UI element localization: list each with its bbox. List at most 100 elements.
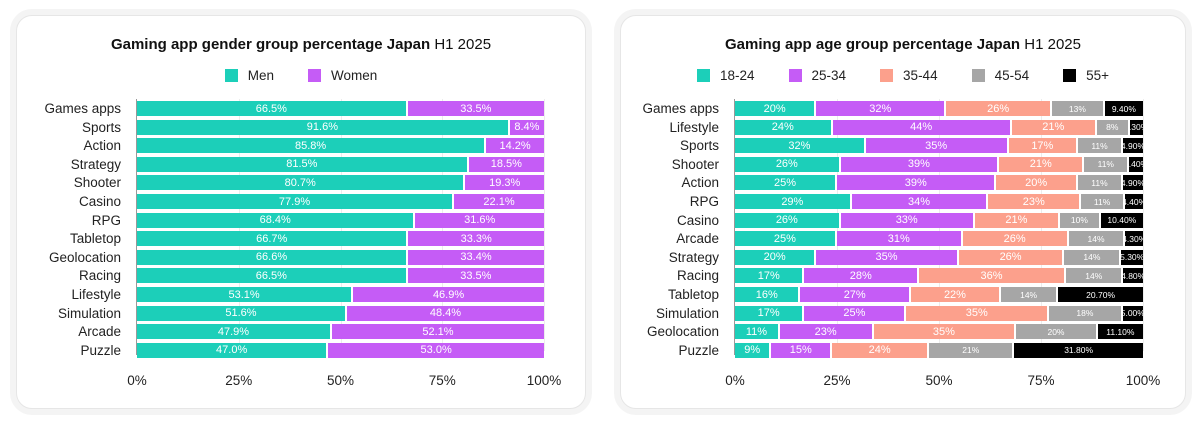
category-label: Games apps	[44, 101, 121, 116]
legend-item: 55+	[1063, 68, 1109, 83]
y-axis-line	[136, 99, 137, 355]
bar-row: 24%44%21%8%3.30%	[735, 119, 1143, 135]
bar-segment-55-: 3.30%	[1129, 119, 1143, 135]
bar-row: 32%35%17%11%4.90%	[735, 138, 1143, 154]
bar-segment-men: 53.1%	[137, 287, 354, 302]
bar-segment-18-24: 25%	[735, 231, 837, 247]
category-label: Strategy	[70, 156, 121, 172]
bar-segment-men: 66.5%	[137, 101, 408, 116]
bar-row: 20% 32% 26% 13% 9.40%	[735, 101, 1143, 116]
bar-segment-35-44: 24%	[832, 342, 930, 358]
x-tick-label: 50%	[326, 373, 355, 388]
category-label: Puzzle	[678, 342, 719, 358]
legend-label: Women	[330, 68, 378, 83]
bar-segment-women: 18.5%	[468, 156, 544, 172]
bar-segment-women: 33.4%	[408, 249, 544, 265]
x-tick-label: 50%	[925, 373, 953, 388]
bar-segment-55-: 31.80%	[1014, 342, 1143, 358]
bar-row: 25%39%20%11%4.90%	[735, 175, 1143, 191]
legend-swatch	[224, 69, 238, 82]
x-tick-label: 0%	[725, 373, 745, 388]
bar-segment-45-54: 13%	[1051, 101, 1105, 116]
bar-row: 16% 27% 22% 14% 20.70%	[735, 287, 1143, 302]
title-period: H1 2025	[1024, 36, 1081, 53]
bar-segment-women: 8.4%	[509, 119, 544, 135]
x-tick-label: 100%	[1125, 373, 1161, 388]
legend-item: 25-34	[788, 68, 847, 83]
bar-row: 17%25%35%18%5.00%	[735, 305, 1143, 321]
gridline	[1143, 99, 1144, 351]
bar-row: 66.5% 33.5%	[137, 101, 544, 116]
bar-segment-men: 81.5%	[137, 156, 469, 172]
bar-segment-men: 77.9%	[137, 194, 455, 209]
category-label: Casino	[676, 212, 719, 228]
bar-row: 77.9% 22.1%	[137, 194, 544, 209]
chart-title: Gaming app age group percentage Japan H1…	[621, 36, 1185, 53]
bar-row: 47.0% 53.0%	[137, 342, 544, 358]
legend-item: 45-54	[971, 68, 1029, 83]
bar-segment-25-34: 28%	[804, 268, 919, 284]
bar-segment-55-: 5.30%	[1121, 249, 1143, 265]
bar-segment-45-54: 10%	[1060, 212, 1101, 228]
bar-segment-55-: 4.80%	[1123, 268, 1143, 284]
bar-row: 51.6% 48.4%	[137, 305, 544, 321]
bar-segment-women: 48.4%	[347, 305, 544, 321]
plot-area: Games apps 20% 32% 26% 13% 9.40% Lifestyle 24% 4…	[642, 99, 1160, 388]
bar-segment-25-34: 39%	[840, 156, 1000, 172]
legend-label: Men	[247, 68, 274, 83]
bar-segment-35-44: 21%	[999, 156, 1085, 172]
bar-segment-18-24: 29%	[735, 194, 852, 209]
bar-segment-18-24: 24%	[735, 119, 833, 135]
bar-segment-45-54: 11%	[1081, 194, 1126, 209]
legend-swatch	[880, 69, 894, 82]
chart-title: Gaming app gender group percentage Japan…	[17, 36, 585, 53]
bar-segment-55-: 4.40%	[1125, 194, 1143, 209]
bar-row: 91.6% 8.4%	[137, 119, 544, 135]
bar-row: 26% 33% 21% 10% 10.40%	[735, 212, 1143, 228]
bar-segment-25-34: 23%	[779, 324, 874, 340]
bar-segment-25-34: 39%	[837, 175, 997, 191]
x-tick-label: 0%	[127, 373, 147, 388]
x-tick-label: 25%	[823, 373, 851, 388]
bar-segment-55-: 11.10%	[1097, 324, 1143, 340]
category-label: Tabletop	[69, 231, 121, 247]
category-label: Sports	[81, 119, 121, 135]
category-label: Shooter	[671, 156, 719, 172]
bar-segment-55-: 20.70%	[1058, 287, 1143, 302]
gender-chart-card: Gaming app gender group percentage Japan…	[16, 15, 586, 409]
bar-segment-18-24: 17%	[735, 268, 805, 284]
legend-item: Women	[307, 68, 378, 83]
bar-segment-25-34: 34%	[851, 194, 989, 209]
category-label: Arcade	[78, 324, 121, 340]
bar-segment-men: 51.6%	[137, 305, 347, 321]
category-label: Simulation	[655, 305, 719, 321]
x-tick-label: 75%	[1027, 373, 1055, 388]
title-main: Gaming app age group percentage Japan	[725, 36, 1021, 53]
bar-segment-25-34: 31%	[836, 231, 963, 247]
legend-swatch	[1063, 69, 1077, 82]
bar-segment-women: 33.5%	[407, 268, 544, 284]
legend-item: 18-24	[696, 68, 755, 83]
legend-swatch	[307, 69, 321, 82]
legend-swatch	[696, 69, 710, 82]
bar-segment-35-44: 26%	[958, 249, 1065, 265]
bar-segment-18-24: 26%	[735, 212, 841, 228]
legend-label: 25-34	[811, 68, 847, 83]
bar-segment-35-44: 26%	[946, 101, 1052, 116]
gridline	[544, 99, 545, 351]
bar-row: 17%28%36%14%4.80%	[735, 268, 1143, 284]
bar-segment-25-34: 15%	[771, 342, 833, 358]
bar-row: 53.1% 46.9%	[137, 287, 544, 302]
bar-segment-women: 52.1%	[331, 324, 544, 340]
bar-segment-18-24: 11%	[735, 324, 780, 340]
category-label: Lifestyle	[71, 287, 121, 302]
bar-row: 85.8% 14.2%	[137, 138, 544, 154]
category-label: Geolocation	[646, 324, 719, 340]
bar-segment-45-54: 11%	[1078, 138, 1123, 154]
category-label: Puzzle	[80, 342, 121, 358]
bar-segment-men: 66.6%	[137, 249, 409, 265]
bar-segment-35-44: 17%	[1008, 138, 1079, 154]
category-label: Simulation	[57, 305, 121, 321]
bar-segment-35-44: 23%	[988, 194, 1081, 209]
bar-segment-men: 91.6%	[137, 119, 510, 135]
